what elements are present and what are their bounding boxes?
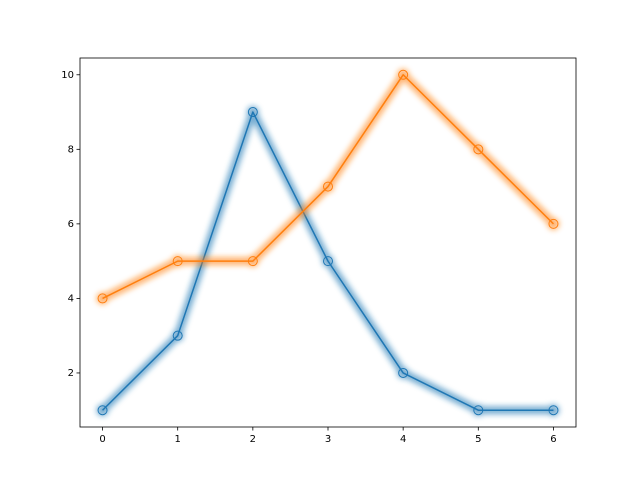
x-tick-label: 0 (99, 434, 105, 445)
x-tick-label: 1 (175, 434, 181, 445)
series (96, 106, 560, 417)
marker (548, 405, 559, 416)
line (102, 74, 554, 300)
marker (473, 405, 484, 416)
marker (97, 293, 108, 304)
plot-frame (79, 57, 577, 428)
marker (323, 256, 333, 267)
y-tick-label: 4 (68, 293, 74, 304)
x-tick-label: 4 (400, 434, 406, 445)
series (96, 68, 560, 305)
marker (247, 256, 258, 267)
x-tick-label: 5 (475, 434, 481, 445)
marker (172, 256, 183, 267)
x-tick-label: 3 (325, 434, 331, 445)
x-tick-label: 6 (550, 434, 556, 445)
x-tick-label: 2 (250, 434, 256, 445)
y-tick-label: 2 (68, 368, 74, 379)
marker (548, 218, 559, 229)
marker (247, 107, 258, 118)
y-tick-label: 8 (68, 144, 74, 155)
line (102, 111, 554, 411)
y-tick-label: 10 (61, 70, 74, 81)
marker (172, 330, 183, 341)
marker (473, 144, 484, 155)
marker (323, 181, 333, 192)
marker (398, 69, 409, 80)
y-tick-label: 6 (68, 219, 74, 230)
marker (97, 405, 108, 416)
marker (398, 367, 409, 378)
